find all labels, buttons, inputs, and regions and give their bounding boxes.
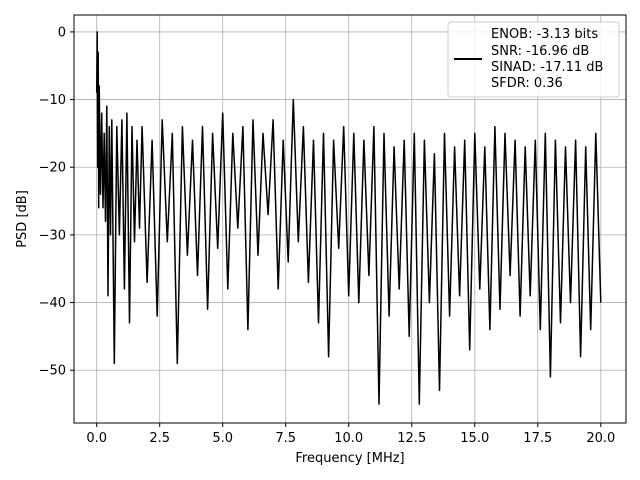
x-tick-label: 12.5 (397, 431, 426, 446)
y-tick-label: 0 (58, 25, 66, 40)
legend-entry-sinad: SINAD: -17.11 dB (491, 60, 603, 75)
y-tick-label: −20 (39, 161, 66, 176)
legend-box (447, 21, 620, 98)
x-tick-label: 17.5 (523, 431, 552, 446)
legend-entry-enob: ENOB: -3.13 bits (491, 27, 598, 42)
y-tick-label: −40 (39, 296, 66, 311)
plot-area (95, 31, 602, 405)
psd-series-line (95, 31, 602, 405)
x-tick-label: 20.0 (586, 431, 615, 446)
x-tick-label: 0.0 (86, 431, 107, 446)
x-axis-label: Frequency [MHz] (295, 451, 404, 466)
y-axis-label: PSD [dB] (15, 190, 30, 248)
legend: ENOB: -3.13 bits SNR: -16.96 dB SINAD: -… (447, 21, 620, 98)
y-tick-label: −50 (39, 364, 66, 379)
y-tick-label: −10 (39, 93, 66, 108)
y-tick-label: −30 (39, 228, 66, 243)
y-axis-ticks: 0 −10 −20 −30 −40 −50 (39, 25, 74, 379)
x-axis-ticks: 0.0 2.5 5.0 7.5 10.0 12.5 15.0 17.5 20.0 (86, 423, 615, 446)
x-tick-label: 15.0 (460, 431, 489, 446)
x-tick-label: 2.5 (149, 431, 170, 446)
legend-entry-snr: SNR: -16.96 dB (491, 44, 589, 59)
x-tick-label: 5.0 (212, 431, 233, 446)
axes-frame (73, 14, 627, 424)
x-tick-label: 10.0 (334, 431, 363, 446)
legend-entry-sfdr: SFDR: 0.36 (491, 76, 563, 91)
x-tick-label: 7.5 (275, 431, 296, 446)
